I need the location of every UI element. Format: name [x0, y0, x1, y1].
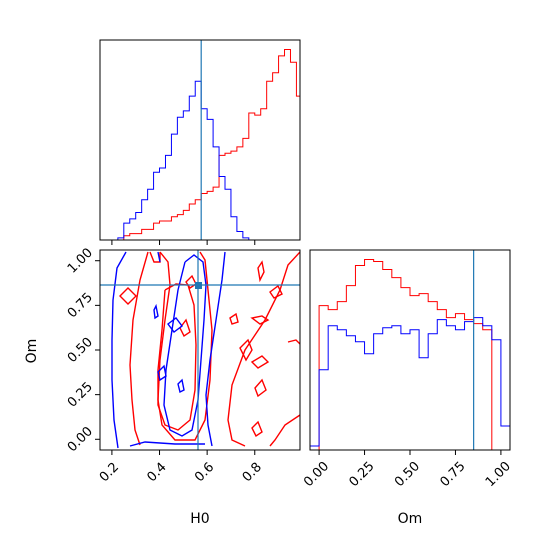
red-contour-right-outer: [227, 251, 301, 447]
contour-xtick-label-3: 0.8: [240, 460, 265, 485]
contour-panel: 0.2 0.4 0.6 0.8 0.00 0.25 0.50 0.75 1.00 H0 Om: [24, 246, 301, 527]
contour-xtick-label-1: 0.4: [144, 460, 169, 485]
contour-ytick-label-0: 0.00: [65, 424, 96, 455]
red-contour-island-11: [251, 420, 263, 438]
contour-ytick-label-2: 0.50: [65, 335, 96, 366]
red-contour-left-edge: [129, 251, 149, 446]
h0-histogram-panel: [99, 39, 301, 245]
om-axis-label: Om: [398, 511, 423, 527]
om-hist-series-0-step: [310, 259, 501, 450]
red-contour-island-8: [179, 318, 191, 338]
contour-ytick-label-1: 0.25: [65, 379, 96, 410]
contour-series-blue: [111, 251, 226, 449]
red-contour-left-outer: [157, 251, 213, 441]
red-contour-island-12: [229, 312, 239, 325]
contour-series-red: [119, 251, 301, 447]
red-contour-island-4: [250, 355, 270, 369]
contour-xtick-label-0: 0.2: [97, 460, 122, 485]
om-hist-xtick-label-0: 0.00: [301, 459, 332, 490]
red-contour-island-9: [119, 287, 137, 305]
om-hist-xtick-label-2: 0.50: [392, 459, 423, 490]
red-contour-left-inner: [157, 283, 197, 431]
red-contour-island-13: [149, 251, 161, 263]
blue-contour-island-2: [157, 364, 167, 382]
blue-contour-island-3: [177, 378, 185, 394]
red-contour-island-2: [250, 315, 270, 325]
contour-truth-marker: [195, 282, 202, 289]
h0-histogram-frame: [99, 39, 301, 241]
blue-contour-outer-right: [205, 251, 226, 447]
om-y-axis-label: Om: [24, 339, 40, 364]
h0-axis-label: H0: [190, 511, 209, 527]
blue-contour-island-4: [153, 303, 159, 320]
om-histogram-frame: [309, 249, 511, 451]
blue-contour-bottom: [129, 441, 205, 447]
red-contour-island-5: [269, 284, 283, 299]
blue-contour-inner: [163, 254, 207, 437]
h0-hist-series-0-step: [100, 49, 300, 240]
om-hist-xtick-label-1: 0.25: [347, 459, 378, 490]
blue-contour-island-1: [167, 317, 183, 333]
red-contour-island-7: [287, 339, 301, 345]
h0-hist-series-1-step: [100, 80, 300, 240]
om-hist-xtick-label-4: 1.00: [483, 459, 514, 490]
om-histogram-panel: 0.00 0.25 0.50 0.75 1.00 Om: [301, 249, 514, 527]
red-contour-island-6: [254, 378, 267, 398]
red-contour-island-10: [185, 274, 197, 289]
contour-xtick-label-2: 0.6: [192, 460, 217, 485]
red-contour-island-1: [257, 260, 265, 283]
om-hist-xtick-label-3: 0.75: [437, 459, 468, 490]
red-contour-island-3: [239, 338, 253, 362]
blue-contour-island-5: [157, 251, 161, 263]
red-contour-right-lower: [269, 414, 301, 447]
contour-frame: [99, 249, 301, 451]
om-hist-series-1-step: [310, 317, 510, 447]
blue-contour-outer: [111, 251, 127, 449]
contour-ytick-label-3: 0.75: [65, 290, 96, 321]
contour-ytick-label-4: 1.00: [65, 246, 96, 277]
